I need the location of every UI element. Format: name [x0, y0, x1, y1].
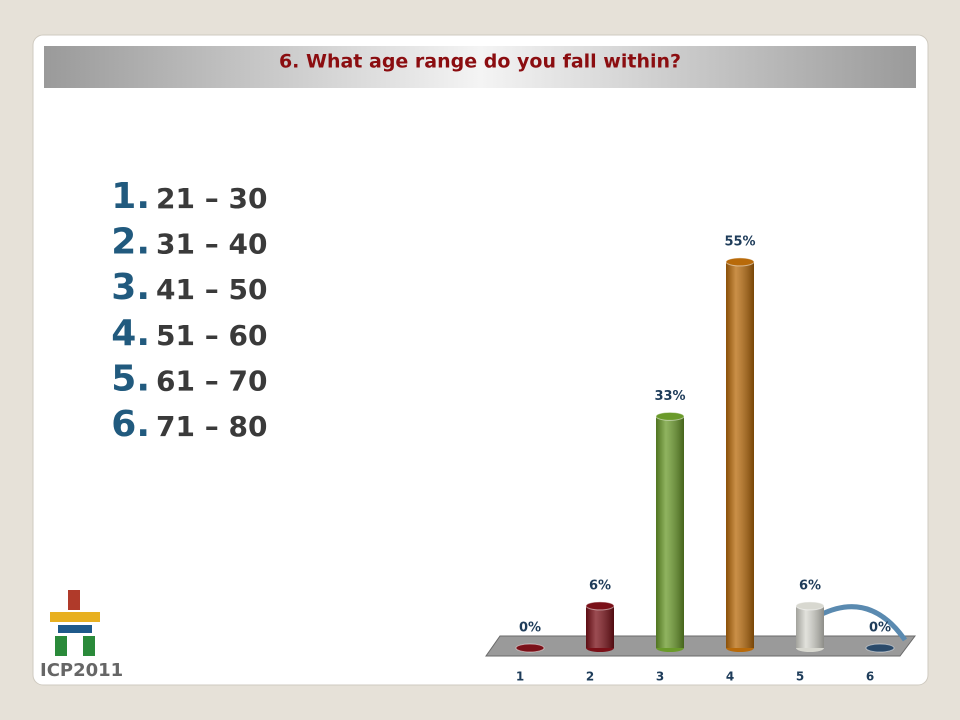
bar-top — [865, 643, 895, 653]
value-label: 55% — [724, 234, 755, 249]
logo-text: ICP2011 — [40, 660, 123, 681]
x-tick-label: 2 — [586, 670, 594, 684]
chart-floor — [485, 635, 916, 657]
option-text: 31 – 40 — [156, 228, 267, 261]
logo-shape — [55, 636, 67, 656]
logo-shape — [50, 612, 100, 622]
option-number: 3. — [111, 267, 150, 308]
option-text: 21 – 30 — [156, 182, 267, 215]
slide-title: 6. What age range do you fall within? — [279, 51, 681, 73]
option-number: 2. — [111, 222, 150, 263]
value-label: 6% — [799, 578, 821, 593]
value-label: 6% — [589, 578, 611, 593]
x-tick-label: 4 — [726, 670, 734, 684]
x-tick-label: 6 — [866, 670, 874, 684]
icp-logo: ICP2011 — [40, 590, 123, 681]
bar-top — [725, 257, 755, 267]
x-tick-label: 1 — [516, 670, 524, 684]
option-text: 71 – 80 — [156, 410, 267, 443]
option-number: 1. — [111, 176, 150, 217]
logo-shape — [68, 590, 80, 610]
value-label: 33% — [654, 389, 685, 404]
logo-shape — [58, 625, 92, 633]
option-text: 61 – 70 — [156, 364, 267, 397]
bar-top — [585, 601, 615, 611]
bar-shade — [586, 605, 614, 648]
bar-shade — [656, 416, 684, 648]
option-text: 51 – 60 — [156, 319, 267, 352]
bar-shade — [796, 605, 824, 648]
title-bar — [44, 46, 916, 88]
bar-top — [655, 411, 685, 421]
slide-panel — [32, 34, 929, 686]
value-label: 0% — [869, 621, 891, 636]
value-label: 0% — [519, 621, 541, 636]
option-number: 6. — [111, 404, 150, 445]
x-tick-label: 3 — [656, 670, 664, 684]
bar-top — [795, 601, 825, 611]
option-text: 41 – 50 — [156, 273, 267, 306]
x-tick-label: 5 — [796, 670, 804, 684]
bar-shade — [726, 261, 754, 648]
logo-shape — [83, 636, 95, 656]
partner-logo-arc — [818, 604, 908, 642]
bar-top — [515, 643, 545, 653]
option-number: 5. — [111, 358, 150, 399]
option-number: 4. — [111, 313, 150, 354]
